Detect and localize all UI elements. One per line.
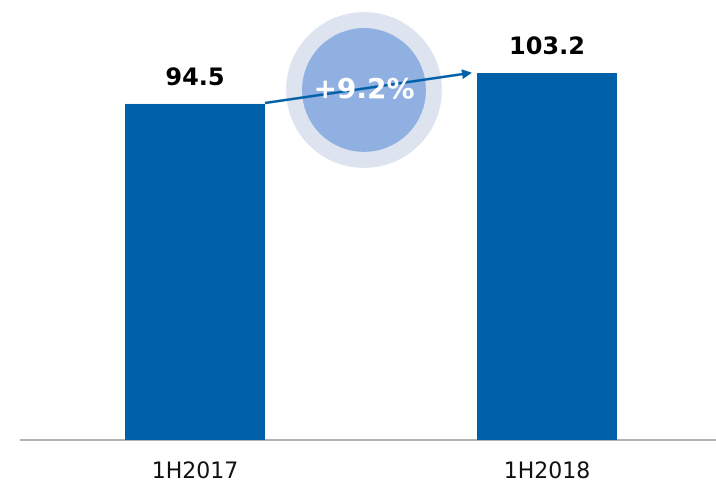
annotation-circle: [302, 28, 426, 152]
growth-arrow: [264, 69, 472, 105]
x-tick-label: 1H2017: [152, 459, 239, 484]
bar: [125, 103, 265, 440]
x-tick-label: 1H2018: [504, 459, 591, 484]
value-label: 103.2: [509, 32, 585, 60]
value-label: 94.5: [165, 63, 224, 91]
growth-annotation: +9.2%: [313, 72, 414, 105]
bar: [477, 73, 617, 440]
